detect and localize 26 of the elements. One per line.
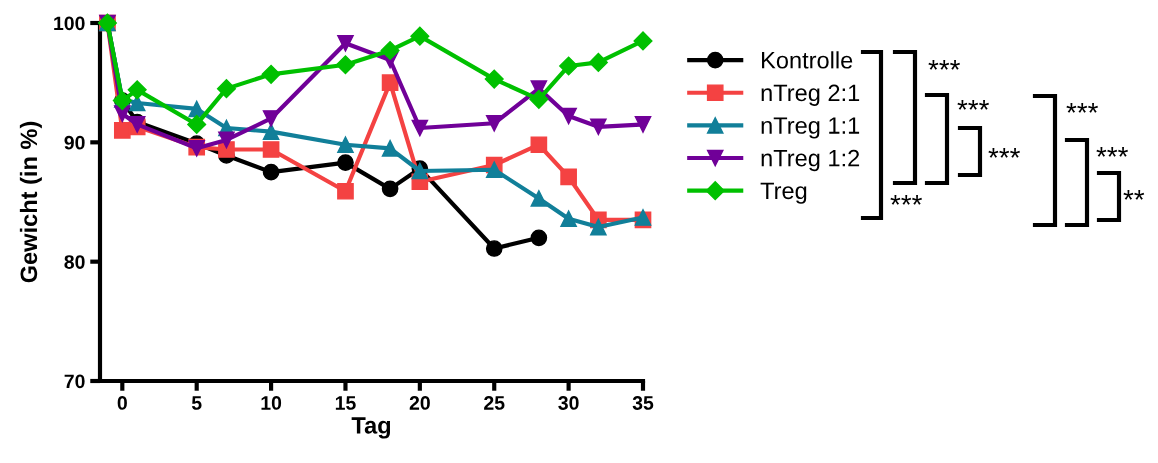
y-tick-label: 70 [64, 374, 85, 389]
legend-label: Treg [760, 182, 807, 204]
y-tick-label: 80 [64, 255, 85, 269]
legend-label: nTreg 2:1 [761, 84, 860, 106]
x-tick-label: 0 [117, 396, 127, 410]
x-tick-label: 15 [335, 396, 356, 410]
y-tick-label: 100 [54, 16, 85, 31]
x-tick-label: 25 [484, 396, 505, 410]
text: *** [928, 60, 960, 70]
text: ** [1123, 190, 1145, 200]
x-axis-title: Tag [351, 417, 391, 439]
x-tick-label: 35 [632, 396, 654, 410]
text: *** [1096, 147, 1128, 157]
text: *** [1066, 103, 1098, 113]
legend-label: nTreg 1:2 [761, 149, 860, 172]
y-tick-label: 90 [64, 135, 85, 150]
x-tick-label: 5 [191, 396, 202, 410]
legend-label: nTreg 1:1 [761, 117, 860, 139]
x-tick-label: 10 [261, 396, 282, 410]
text: *** [890, 195, 922, 205]
legend-label: Kontrolle [762, 51, 853, 69]
text: *** [988, 148, 1020, 158]
text: *** [957, 100, 989, 110]
x-tick-label: 20 [409, 396, 430, 410]
x-tick-label: 30 [558, 396, 579, 410]
y-axis-title: Gewicht (in %) [19, 121, 42, 283]
